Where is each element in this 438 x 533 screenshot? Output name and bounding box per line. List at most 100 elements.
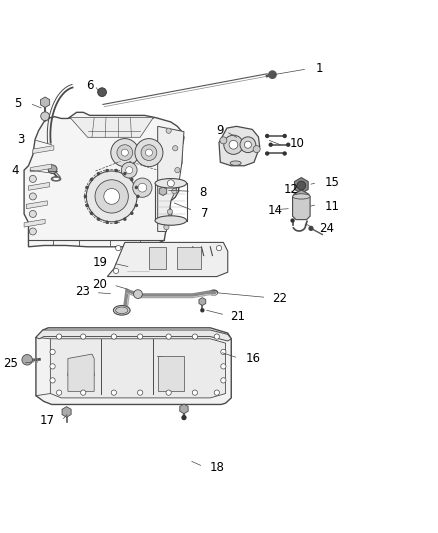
Circle shape bbox=[138, 390, 143, 395]
Circle shape bbox=[114, 169, 118, 172]
Polygon shape bbox=[24, 112, 184, 247]
Circle shape bbox=[41, 112, 49, 120]
Circle shape bbox=[57, 334, 62, 339]
Circle shape bbox=[130, 178, 134, 181]
Circle shape bbox=[90, 178, 93, 181]
Polygon shape bbox=[31, 164, 52, 172]
Circle shape bbox=[97, 217, 100, 221]
Polygon shape bbox=[33, 146, 54, 154]
Circle shape bbox=[244, 141, 251, 148]
Circle shape bbox=[240, 137, 256, 152]
Circle shape bbox=[166, 128, 171, 133]
Circle shape bbox=[111, 139, 139, 167]
Circle shape bbox=[192, 390, 198, 395]
Polygon shape bbox=[219, 126, 260, 166]
Circle shape bbox=[84, 195, 87, 198]
Text: 25: 25 bbox=[3, 357, 18, 370]
Circle shape bbox=[283, 151, 287, 156]
Ellipse shape bbox=[113, 305, 130, 315]
Circle shape bbox=[135, 139, 163, 167]
Circle shape bbox=[97, 172, 100, 175]
Ellipse shape bbox=[293, 194, 310, 199]
Circle shape bbox=[175, 167, 180, 173]
Polygon shape bbox=[159, 187, 167, 196]
Circle shape bbox=[138, 334, 143, 339]
Circle shape bbox=[141, 145, 157, 160]
Circle shape bbox=[134, 185, 138, 189]
Circle shape bbox=[220, 137, 227, 144]
Ellipse shape bbox=[51, 177, 61, 181]
Circle shape bbox=[133, 178, 152, 197]
Circle shape bbox=[172, 189, 177, 194]
Polygon shape bbox=[107, 243, 228, 277]
Circle shape bbox=[85, 185, 89, 189]
Circle shape bbox=[173, 146, 178, 151]
Polygon shape bbox=[24, 219, 45, 227]
Text: 5: 5 bbox=[14, 96, 22, 110]
Polygon shape bbox=[26, 201, 47, 209]
Circle shape bbox=[22, 354, 32, 365]
Text: 16: 16 bbox=[245, 352, 260, 365]
Circle shape bbox=[286, 142, 290, 147]
Circle shape bbox=[268, 142, 273, 147]
Circle shape bbox=[90, 212, 93, 215]
Polygon shape bbox=[50, 339, 226, 398]
Circle shape bbox=[138, 183, 147, 192]
Polygon shape bbox=[180, 404, 188, 414]
Circle shape bbox=[29, 175, 36, 182]
Circle shape bbox=[200, 308, 205, 312]
Text: 23: 23 bbox=[75, 285, 90, 298]
Polygon shape bbox=[36, 330, 231, 341]
Polygon shape bbox=[149, 247, 166, 269]
Text: 9: 9 bbox=[216, 124, 223, 137]
Polygon shape bbox=[70, 118, 153, 138]
Circle shape bbox=[181, 415, 187, 420]
Circle shape bbox=[167, 180, 174, 187]
Polygon shape bbox=[36, 328, 231, 405]
Text: 1: 1 bbox=[315, 62, 323, 75]
Text: 17: 17 bbox=[40, 414, 55, 427]
Polygon shape bbox=[199, 297, 206, 305]
Circle shape bbox=[106, 169, 109, 172]
Polygon shape bbox=[294, 177, 308, 193]
Polygon shape bbox=[62, 407, 71, 417]
Circle shape bbox=[164, 224, 169, 230]
Circle shape bbox=[134, 290, 142, 298]
Text: 19: 19 bbox=[92, 256, 107, 270]
Circle shape bbox=[86, 171, 137, 222]
Circle shape bbox=[265, 134, 269, 138]
Circle shape bbox=[106, 221, 109, 224]
Ellipse shape bbox=[155, 216, 187, 225]
Circle shape bbox=[229, 140, 238, 149]
Text: 8: 8 bbox=[199, 185, 207, 198]
Circle shape bbox=[50, 349, 55, 354]
Circle shape bbox=[95, 180, 128, 213]
Text: 11: 11 bbox=[325, 199, 340, 213]
Ellipse shape bbox=[116, 307, 128, 313]
Text: 14: 14 bbox=[267, 204, 282, 217]
Circle shape bbox=[29, 211, 36, 217]
Polygon shape bbox=[158, 356, 184, 391]
Circle shape bbox=[117, 145, 133, 160]
Circle shape bbox=[214, 390, 219, 395]
Circle shape bbox=[130, 212, 134, 215]
Text: 4: 4 bbox=[11, 164, 19, 176]
Polygon shape bbox=[293, 197, 310, 220]
Polygon shape bbox=[68, 354, 94, 391]
Circle shape bbox=[224, 135, 243, 155]
Circle shape bbox=[114, 221, 118, 224]
Polygon shape bbox=[28, 182, 49, 190]
Polygon shape bbox=[177, 247, 201, 269]
Circle shape bbox=[123, 172, 127, 175]
Circle shape bbox=[134, 204, 138, 207]
Text: 3: 3 bbox=[18, 133, 25, 146]
Circle shape bbox=[253, 146, 260, 152]
Circle shape bbox=[123, 217, 127, 221]
Circle shape bbox=[121, 162, 137, 178]
Text: 22: 22 bbox=[272, 292, 287, 304]
Circle shape bbox=[297, 181, 306, 190]
Circle shape bbox=[192, 334, 198, 339]
Circle shape bbox=[98, 88, 106, 96]
Circle shape bbox=[104, 189, 120, 204]
Text: 7: 7 bbox=[201, 207, 208, 220]
